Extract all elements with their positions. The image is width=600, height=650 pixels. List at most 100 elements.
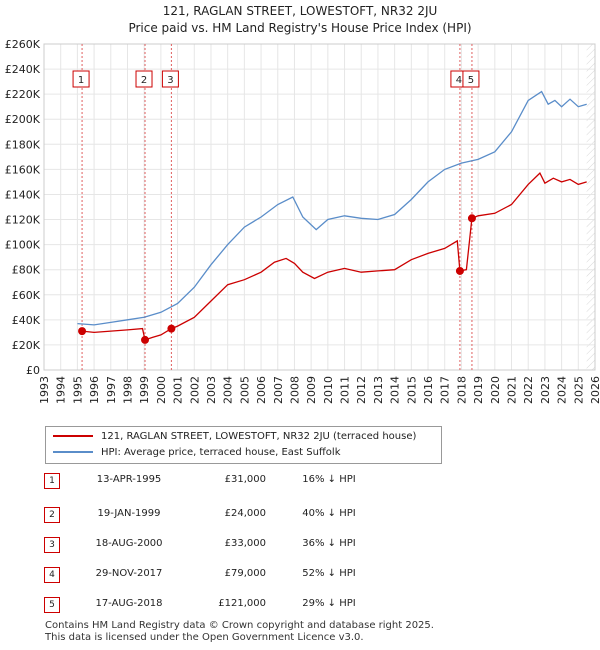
sale-marker-box <box>72 70 90 88</box>
txn-number-badge: 4 <box>44 567 60 583</box>
x-tick-label: 2001 <box>172 376 185 404</box>
txn-price: £79,000 <box>224 568 266 579</box>
legend-label-hpi: HPI: Average price, terraced house, East… <box>101 447 341 458</box>
x-tick-label: 2022 <box>522 376 535 404</box>
table-row: 5 17-AUG-2018 £121,000 29% ↓ HPI <box>44 597 384 613</box>
table-row: 2 19-JAN-1999 £24,000 40% ↓ HPI <box>44 507 384 523</box>
x-tick-label: 1997 <box>105 376 118 404</box>
sale-marker-label: 1 <box>78 75 84 86</box>
x-tick-label: 2016 <box>422 376 435 404</box>
property-series-line <box>82 172 587 341</box>
x-tick-label: 2012 <box>355 376 368 404</box>
x-tick-label: 2003 <box>205 376 218 404</box>
x-tick-label: 2019 <box>472 376 485 404</box>
txn-date: 13-APR-1995 <box>96 474 162 485</box>
txn-hpi-diff: 16% ↓ HPI <box>302 474 356 485</box>
chart-legend: 121, RAGLAN STREET, LOWESTOFT, NR32 2JU … <box>45 426 442 464</box>
y-tick-label: £220K <box>5 88 41 101</box>
x-tick-label: 2004 <box>222 376 235 404</box>
x-tick-label: 1994 <box>55 376 68 404</box>
y-tick-label: £120K <box>5 214 41 227</box>
txn-date: 18-AUG-2000 <box>95 538 163 549</box>
x-tick-label: 2018 <box>455 376 468 404</box>
y-tick-label: £80K <box>12 264 41 277</box>
txn-price: £24,000 <box>224 508 266 519</box>
legend-swatch-hpi <box>53 451 93 453</box>
txn-hpi-diff: 40% ↓ HPI <box>302 508 356 519</box>
sale-point <box>78 327 87 336</box>
sale-point <box>455 266 464 275</box>
txn-price: £31,000 <box>224 474 266 485</box>
y-tick-label: £20K <box>12 339 41 352</box>
table-row: 4 29-NOV-2017 £79,000 52% ↓ HPI <box>44 567 384 583</box>
txn-date: 17-AUG-2018 <box>95 598 163 609</box>
footer-copyright: Contains HM Land Registry data © Crown c… <box>45 620 434 631</box>
y-tick-label: £60K <box>12 289 41 302</box>
x-tick-label: 1996 <box>88 376 101 404</box>
txn-hpi-diff: 36% ↓ HPI <box>302 538 356 549</box>
chart-subtitle: Price paid vs. HM Land Registry's House … <box>128 21 472 35</box>
table-row: 1 13-APR-1995 £31,000 16% ↓ HPI <box>44 473 384 489</box>
x-tick-label: 2013 <box>372 376 385 404</box>
table-row: 3 18-AUG-2000 £33,000 36% ↓ HPI <box>44 537 384 553</box>
x-tick-label: 2020 <box>489 376 502 404</box>
x-tick-label: 1993 <box>38 376 51 404</box>
plot-border <box>43 43 596 371</box>
x-tick-label: 2010 <box>322 376 335 404</box>
x-tick-label: 2025 <box>572 376 585 404</box>
sale-marker-box <box>161 70 179 88</box>
x-tick-label: 2011 <box>339 376 352 404</box>
x-tick-label: 2000 <box>155 376 168 404</box>
txn-price: £33,000 <box>224 538 266 549</box>
x-tick-label: 2017 <box>439 376 452 404</box>
y-tick-label: £160K <box>5 163 41 176</box>
x-tick-label: 2014 <box>389 376 402 404</box>
txn-hpi-diff: 29% ↓ HPI <box>302 598 356 609</box>
forecast-hatch <box>586 44 595 370</box>
y-tick-label: £260K <box>5 38 41 51</box>
y-tick-label: £100K <box>5 239 41 252</box>
x-tick-label: 1998 <box>121 376 134 404</box>
legend-label-property: 121, RAGLAN STREET, LOWESTOFT, NR32 2JU … <box>101 431 417 442</box>
x-tick-label: 2026 <box>589 376 600 404</box>
x-tick-label: 2002 <box>188 376 201 404</box>
txn-date: 19-JAN-1999 <box>97 508 161 519</box>
txn-number-badge: 2 <box>44 507 60 523</box>
hpi-series-line <box>77 90 587 326</box>
x-tick-label: 2008 <box>288 376 301 404</box>
txn-number-badge: 1 <box>44 473 60 489</box>
sale-marker-label: 3 <box>167 75 173 86</box>
sale-marker-box <box>462 70 480 88</box>
txn-number-badge: 5 <box>44 597 60 613</box>
y-tick-label: £140K <box>5 188 41 201</box>
legend-swatch-property <box>53 435 93 437</box>
x-tick-label: 2023 <box>539 376 552 404</box>
x-tick-label: 2015 <box>405 376 418 404</box>
sale-point <box>141 335 150 344</box>
y-tick-label: £240K <box>5 63 41 76</box>
y-tick-label: £180K <box>5 138 41 151</box>
x-tick-label: 2024 <box>556 376 569 404</box>
x-tick-label: 2009 <box>305 376 318 404</box>
txn-number-badge: 3 <box>44 537 60 553</box>
txn-hpi-diff: 52% ↓ HPI <box>302 568 356 579</box>
sale-point <box>167 324 176 333</box>
legend-item-hpi: HPI: Average price, terraced house, East… <box>53 445 341 461</box>
x-tick-label: 2006 <box>255 376 268 404</box>
chart-title: 121, RAGLAN STREET, LOWESTOFT, NR32 2JU <box>162 4 438 18</box>
txn-price: £121,000 <box>218 598 266 609</box>
x-tick-label: 1999 <box>138 376 151 404</box>
txn-date: 29-NOV-2017 <box>95 568 163 579</box>
sale-marker-label: 4 <box>456 75 462 86</box>
sale-marker-label: 5 <box>468 75 474 86</box>
y-tick-label: £200K <box>5 113 41 126</box>
x-tick-label: 2007 <box>272 376 285 404</box>
x-tick-label: 2005 <box>238 376 251 404</box>
price-chart: £0 £20K £40K £60K £80K £100K £120K £140K £160K £1… <box>5 38 600 404</box>
sale-marker-box <box>135 70 153 88</box>
y-tick-label: £40K <box>12 314 41 327</box>
plot-background <box>44 44 595 370</box>
legend-item-property: 121, RAGLAN STREET, LOWESTOFT, NR32 2JU … <box>53 429 416 445</box>
x-tick-label: 2021 <box>506 376 519 404</box>
sale-point <box>467 214 476 223</box>
